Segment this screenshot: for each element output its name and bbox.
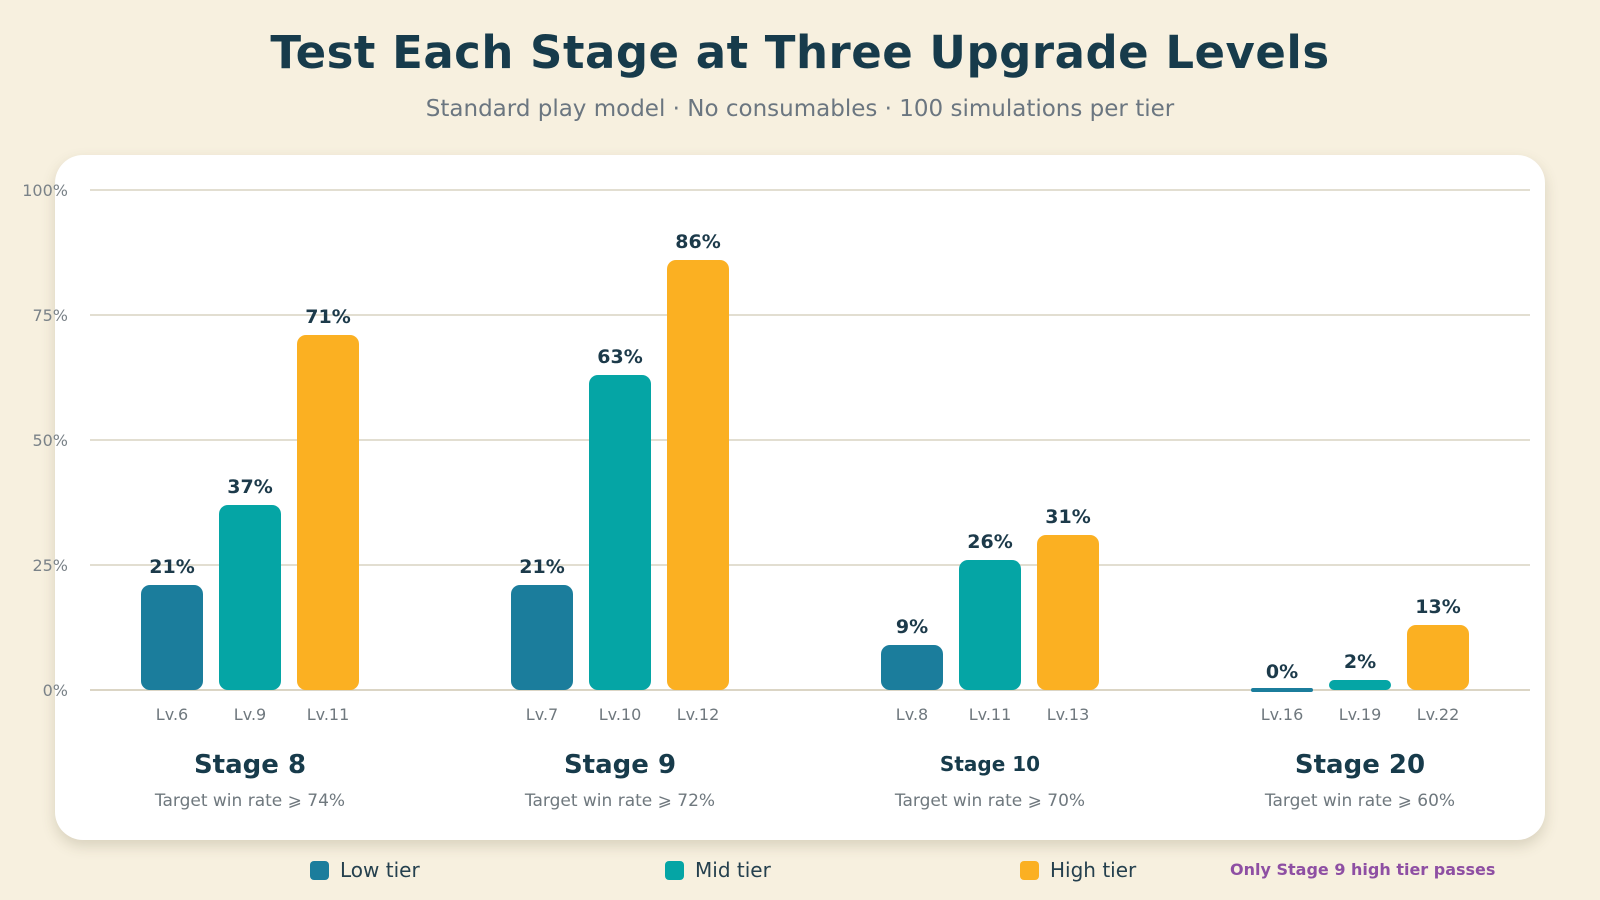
level-label: Lv.12 bbox=[677, 705, 720, 724]
bar-stage-8-high bbox=[297, 335, 359, 690]
y-tick-label: 100% bbox=[22, 181, 68, 200]
target-label: Target win rate ⩾ 60% bbox=[1264, 791, 1455, 811]
data-label: 71% bbox=[305, 306, 350, 328]
level-label: Lv.6 bbox=[156, 705, 188, 724]
bar-stage-10-high bbox=[1037, 535, 1099, 690]
level-label: Lv.10 bbox=[599, 705, 642, 724]
chart-subtitle: Standard play model · No consumables · 1… bbox=[425, 96, 1175, 122]
stage-label: Stage 10 bbox=[940, 752, 1040, 776]
target-label: Target win rate ⩾ 72% bbox=[524, 791, 715, 811]
legend-item-high: High tier bbox=[1020, 855, 1136, 885]
data-label: 13% bbox=[1415, 596, 1460, 618]
legend-swatch-low bbox=[310, 860, 329, 880]
data-label: 21% bbox=[149, 556, 194, 578]
data-label: 63% bbox=[597, 346, 642, 368]
level-label: Lv.11 bbox=[969, 705, 1012, 724]
level-label: Lv.8 bbox=[896, 705, 928, 724]
legend-label-high: High tier bbox=[1050, 858, 1137, 882]
stage-label: Stage 20 bbox=[1295, 750, 1425, 780]
data-label: 21% bbox=[519, 556, 564, 578]
level-label: Lv.7 bbox=[526, 705, 558, 724]
data-label: 26% bbox=[967, 531, 1012, 553]
data-label: 37% bbox=[227, 476, 272, 498]
bar-stage-20-low bbox=[1251, 688, 1313, 692]
stage-label: Stage 9 bbox=[564, 750, 676, 780]
bar-stage-20-mid bbox=[1329, 680, 1391, 690]
bar-stage-9-low bbox=[511, 585, 573, 690]
level-label: Lv.16 bbox=[1261, 705, 1304, 724]
y-tick-label: 0% bbox=[43, 681, 68, 700]
data-label: 31% bbox=[1045, 506, 1090, 528]
pass-note: Only Stage 9 high tier passes bbox=[1230, 860, 1496, 879]
level-label: Lv.13 bbox=[1047, 705, 1090, 724]
legend-label-low: Low tier bbox=[340, 858, 420, 882]
level-label: Lv.19 bbox=[1339, 705, 1382, 724]
bar-stage-8-mid bbox=[219, 505, 281, 690]
legend-swatch-mid bbox=[665, 860, 684, 880]
bar-stage-8-low bbox=[141, 585, 203, 690]
bar-stage-9-mid bbox=[589, 375, 651, 690]
legend-swatch-high bbox=[1020, 860, 1039, 880]
level-label: Lv.9 bbox=[234, 705, 266, 724]
level-label: Lv.22 bbox=[1417, 705, 1460, 724]
legend-item-low: Low tier bbox=[310, 855, 420, 885]
y-tick-label: 75% bbox=[32, 306, 68, 325]
target-label: Target win rate ⩾ 74% bbox=[154, 791, 345, 811]
y-tick-label: 50% bbox=[32, 431, 68, 450]
legend: Low tier Mid tier High tier bbox=[0, 855, 1600, 885]
data-label: 2% bbox=[1344, 651, 1376, 673]
chart-title: Test Each Stage at Three Upgrade Levels bbox=[270, 26, 1330, 79]
bar-stage-10-low bbox=[881, 645, 943, 690]
data-label: 0% bbox=[1266, 661, 1298, 683]
bar-stage-9-high bbox=[667, 260, 729, 690]
data-label: 9% bbox=[896, 616, 928, 638]
bar-stage-10-mid bbox=[959, 560, 1021, 690]
y-tick-label: 25% bbox=[32, 556, 68, 575]
target-label: Target win rate ⩾ 70% bbox=[894, 791, 1085, 811]
level-label: Lv.11 bbox=[307, 705, 350, 724]
data-label: 86% bbox=[675, 231, 720, 253]
legend-item-mid: Mid tier bbox=[665, 855, 771, 885]
bar-stage-20-high bbox=[1407, 625, 1469, 690]
legend-label-mid: Mid tier bbox=[695, 858, 771, 882]
stage-label: Stage 8 bbox=[194, 750, 306, 780]
